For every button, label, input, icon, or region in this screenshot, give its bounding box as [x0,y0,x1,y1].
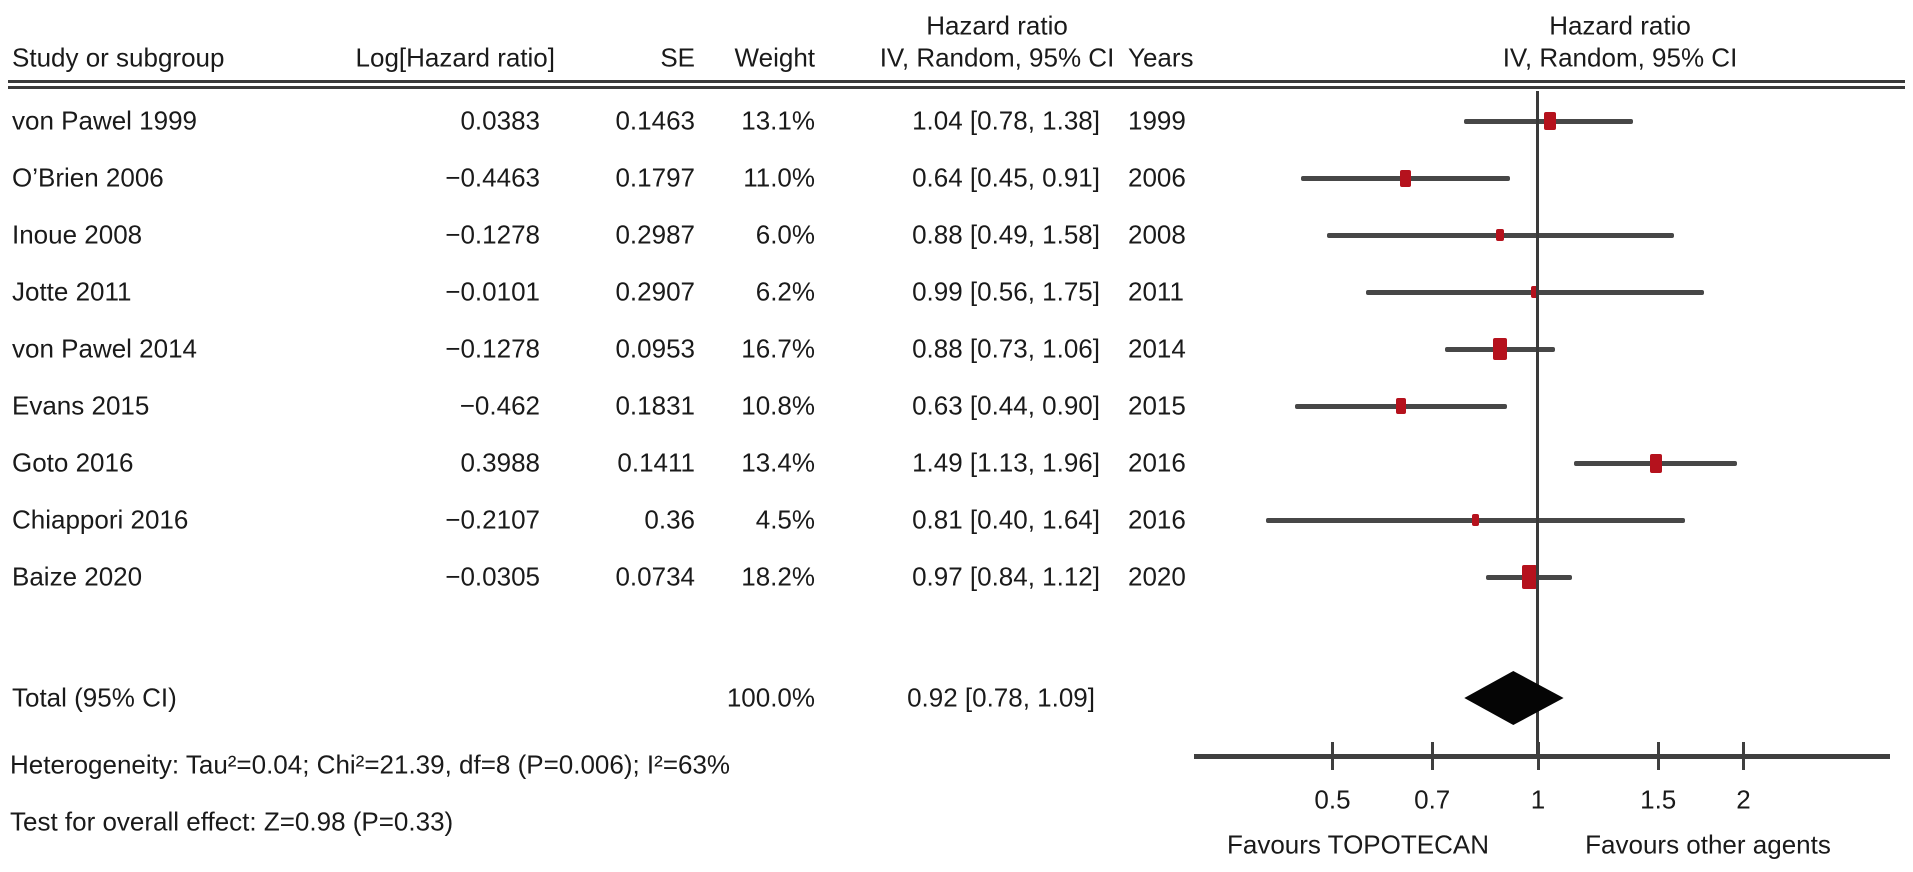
study-name: Jotte 2011 [12,276,132,307]
study-ci-text: 1.49 [1.13, 1.96] [912,447,1100,478]
study-name: Goto 2016 [12,447,134,478]
study-log-hr: 0.0383 [460,105,540,136]
null-effect-line [1536,91,1539,757]
study-se: 0.0953 [615,333,695,364]
study-se: 0.1831 [615,390,695,421]
study-weight: 13.4% [741,447,815,478]
column-header-study: Study or subgroup [12,42,225,73]
study-year: 2014 [1128,333,1186,364]
study-log-hr: −0.1278 [445,219,540,250]
study-weight: 10.8% [741,390,815,421]
study-ci-text: 0.64 [0.45, 0.91] [912,162,1100,193]
study-ci-text: 0.88 [0.49, 1.58] [912,219,1100,250]
point-marker [1471,514,1480,526]
favours-right-label: Favours other agents [1585,829,1831,860]
study-year: 2015 [1128,390,1186,421]
study-se: 0.36 [644,504,695,535]
column-header-log-hazard-ratio: Log[Hazard ratio] [355,42,555,73]
study-se: 0.1411 [617,447,695,478]
study-log-hr: −0.2107 [445,504,540,535]
axis-tick [1331,742,1334,770]
column-header-se: SE [660,42,695,73]
study-ci-text: 1.04 [0.78, 1.38] [912,105,1100,136]
study-ci-text: 0.88 [0.73, 1.06] [912,333,1100,364]
study-log-hr: −0.462 [459,390,540,421]
study-log-hr: −0.0305 [445,561,540,592]
study-year: 2011 [1128,276,1184,307]
study-name: von Pawel 2014 [12,333,198,364]
study-ci-text: 0.81 [0.40, 1.64] [912,504,1100,535]
axis-tick-label: 1 [1530,784,1546,815]
axis-tick-label: 1.5 [1640,784,1677,815]
study-name: von Pawel 1999 [12,105,198,136]
point-marker [1530,285,1540,299]
point-marker [1496,228,1505,242]
study-name: Inoue 2008 [12,219,143,250]
column-header-weight: Weight [734,42,815,73]
study-se: 0.0734 [615,561,695,592]
point-marker [1543,111,1556,131]
study-ci-text: 0.99 [0.56, 1.75] [912,276,1100,307]
study-year: 2006 [1128,162,1186,193]
axis-tick-label: 0.5 [1314,784,1351,815]
overall-effect-note: Test for overall effect: Z=0.98 (P=0.33) [10,806,454,837]
total-weight: 100.0% [726,682,815,713]
study-log-hr: −0.0101 [445,276,540,307]
axis-tick [1656,742,1660,770]
header-rule-bottom [8,86,1905,89]
plot-header-hazard-ratio: Hazard ratio [1549,10,1691,41]
study-name: Evans 2015 [12,390,150,421]
study-log-hr: −0.4463 [445,162,540,193]
study-year: 2016 [1128,504,1186,535]
study-year: 2020 [1128,561,1186,592]
header-rule-top [8,80,1905,83]
total-ci-text: 0.92 [0.78, 1.09] [907,682,1095,713]
study-year: 1999 [1128,105,1186,136]
axis-tick [1742,742,1745,770]
study-weight: 6.0% [755,219,815,250]
favours-left-label: Favours TOPOTECAN [1227,829,1489,860]
point-marker [1395,397,1407,415]
column-header-years: Years [1128,42,1194,73]
study-weight: 4.5% [755,504,815,535]
summary-diamond [1464,671,1564,725]
study-name: Baize 2020 [12,561,143,592]
point-marker [1400,169,1412,187]
axis-tick [1536,742,1540,770]
study-weight: 16.7% [741,333,815,364]
heterogeneity-note: Heterogeneity: Tau²=0.04; Chi²=21.39, df… [10,749,731,780]
x-axis-line [1194,754,1890,759]
axis-tick [1430,742,1434,770]
point-marker [1650,453,1663,473]
column-header-ci: IV, Random, 95% CI [879,42,1115,73]
study-log-hr: 0.3988 [460,447,540,478]
study-se: 0.2987 [615,219,695,250]
column-header-hazard-ratio-left: Hazard ratio [926,10,1068,41]
total-label: Total (95% CI) [12,682,177,713]
study-weight: 13.1% [741,105,815,136]
axis-tick-label: 2 [1736,784,1751,815]
study-name: Chiappori 2016 [12,504,189,535]
study-year: 2016 [1128,447,1186,478]
study-ci-text: 0.97 [0.84, 1.12] [912,561,1100,592]
study-se: 0.2907 [615,276,695,307]
study-weight: 6.2% [755,276,815,307]
study-ci-text: 0.63 [0.44, 0.90] [912,390,1100,421]
study-name: O’Brien 2006 [12,162,164,193]
study-log-hr: −0.1278 [445,333,540,364]
study-se: 0.1797 [615,162,695,193]
study-weight: 11.0% [743,162,815,193]
point-marker [1521,565,1537,589]
plot-header-ci: IV, Random, 95% CI [1502,42,1738,73]
point-marker [1493,338,1508,360]
axis-tick-label: 0.7 [1414,784,1451,815]
study-year: 2008 [1128,219,1186,250]
study-se: 0.1463 [615,105,695,136]
study-weight: 18.2% [741,561,815,592]
